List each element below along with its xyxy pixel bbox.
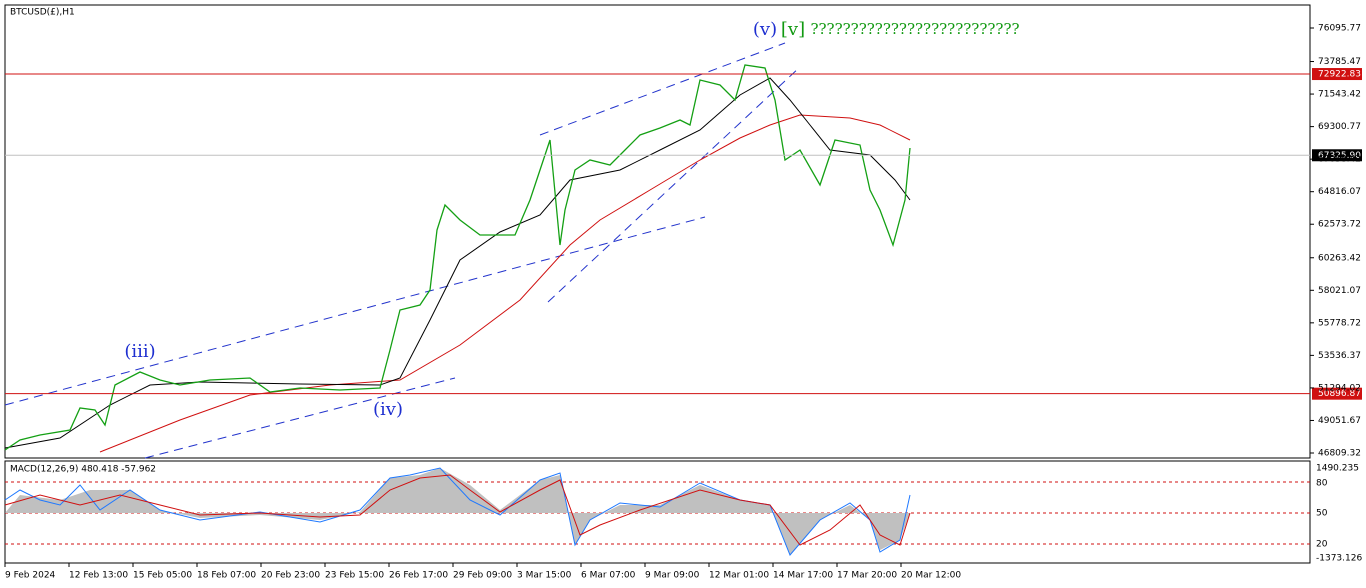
price-label: 60263.42: [1318, 253, 1361, 263]
macd-line: [4, 467, 911, 556]
price-path: [4, 64, 911, 451]
wave-label: (iv): [373, 399, 403, 420]
time-label: 17 Mar 20:00: [837, 571, 897, 581]
macd-axis-label: 1490.235: [1316, 464, 1359, 474]
time-label: 3 Mar 15:00: [517, 571, 572, 581]
price-label: 55778.72: [1318, 318, 1361, 328]
time-label: 20 Feb 23:00: [261, 571, 320, 581]
level-box: [1312, 68, 1362, 81]
wave-label: (v): [753, 19, 777, 40]
macd-axis-label: -1373.126: [1316, 554, 1362, 564]
channel-lines: [4, 42, 801, 459]
wave-label: [v]: [781, 19, 805, 40]
time-label: 14 Mar 17:00: [773, 571, 833, 581]
price-label: 62573.72: [1318, 220, 1361, 230]
level-box: [1312, 149, 1362, 162]
macd-label: MACD(12,26,9) 480.418 -57.962: [10, 465, 156, 475]
macd-pane: [4, 460, 1311, 564]
price-label: 76095.77: [1318, 24, 1361, 34]
levels: 72922.83 67325.90 50896.87: [5, 68, 1362, 400]
time-label: 23 Feb 15:00: [325, 571, 384, 581]
price-label: 73785.47: [1318, 57, 1361, 67]
level-label: 50896.87: [1318, 389, 1361, 399]
level-label: 72922.83: [1318, 70, 1361, 80]
time-label: 9 Mar 09:00: [645, 571, 700, 581]
price-label: 69300.77: [1318, 122, 1361, 132]
wave-label: ??????????????????????????: [810, 20, 1019, 38]
time-label: 6 Mar 07:00: [581, 571, 636, 581]
macd-axis-label: 20: [1316, 540, 1328, 550]
price-label: 67058.42: [1318, 155, 1361, 165]
macd-histogram: [5, 468, 910, 555]
time-label: 26 Feb 17:00: [389, 571, 448, 581]
time-label: 15 Feb 05:00: [133, 571, 192, 581]
level-box: [1312, 387, 1362, 400]
price-axis: 76095.77 73785.47 71543.42 69300.77 67058.42…: [1310, 24, 1361, 459]
time-label: 12 Feb 13:00: [69, 571, 128, 581]
wave-label: (iii): [124, 341, 155, 362]
time-axis: 9 Feb 2024 12 Feb 13:00 15 Feb 05:00 18 Feb…: [4, 563, 961, 581]
macd-axis: 1490.235 80 50 20 -1373.126: [1316, 464, 1362, 564]
annotations: (iii) (iv) (v) [v]?????????????????????????…: [124, 19, 1019, 420]
price-label: 49051.67: [1318, 416, 1361, 426]
main-pane: [4, 4, 1311, 459]
price-label: 53536.37: [1318, 351, 1361, 361]
symbol-label: BTCUSD(£),H1: [10, 8, 75, 18]
time-label: 20 Mar 12:00: [901, 571, 961, 581]
macd-axis-label: 50: [1316, 509, 1328, 519]
time-label: 12 Mar 01:00: [709, 571, 769, 581]
level-label: 67325.90: [1318, 151, 1361, 161]
time-label: 18 Feb 07:00: [197, 571, 256, 581]
time-label: 29 Feb 09:00: [453, 571, 512, 581]
price-label: 51294.02: [1318, 383, 1361, 393]
price-label: 64816.07: [1318, 187, 1361, 197]
price-label: 58021.07: [1318, 286, 1361, 296]
price-label: 46809.32: [1318, 449, 1361, 459]
price-label: 71543.42: [1318, 90, 1361, 100]
signal-line: [4, 474, 911, 546]
time-label: 9 Feb 2024: [5, 571, 56, 581]
macd-axis-label: 80: [1316, 479, 1328, 489]
